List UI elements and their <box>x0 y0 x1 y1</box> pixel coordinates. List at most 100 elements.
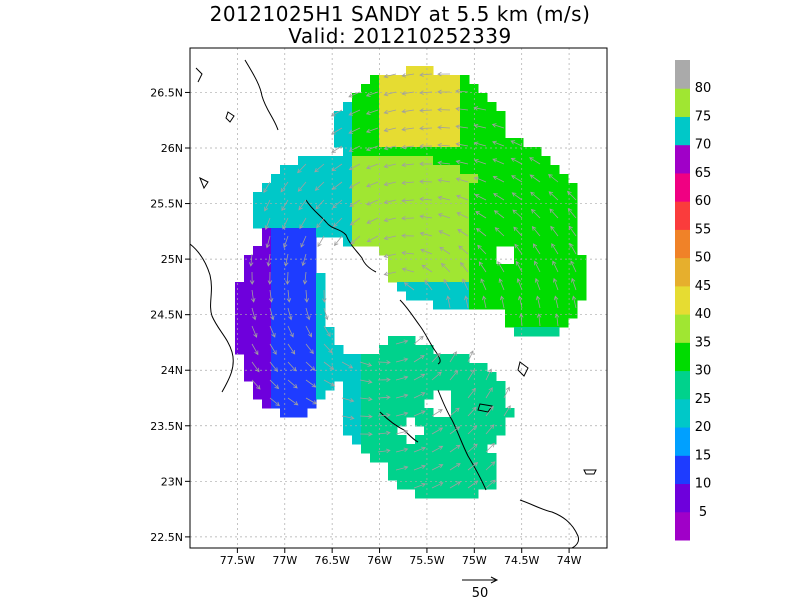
wind-cell <box>298 381 308 391</box>
wind-cell <box>496 273 506 283</box>
wind-cell <box>397 192 407 202</box>
wind-cell <box>352 138 362 148</box>
wind-cell <box>271 372 281 382</box>
wind-cell <box>406 363 416 373</box>
wind-cell <box>424 372 434 382</box>
wind-cell <box>568 300 578 310</box>
wind-cell <box>424 282 434 292</box>
wind-cell <box>298 300 308 310</box>
wind-cell <box>361 192 371 202</box>
lat-tick-label: 24N <box>161 364 183 377</box>
wind-cell <box>307 165 317 175</box>
wind-cell <box>424 363 434 373</box>
wind-cell <box>397 345 407 355</box>
wind-cell <box>469 228 479 238</box>
wind-vector <box>287 361 297 372</box>
wind-cell <box>451 444 461 454</box>
wind-vector <box>492 140 505 147</box>
wind-cell <box>253 210 263 220</box>
wind-cell <box>460 273 470 283</box>
wind-cell <box>451 93 461 103</box>
wind-cell <box>451 435 461 445</box>
wind-cell <box>406 471 416 481</box>
wind-cell <box>253 381 263 391</box>
wind-cell <box>361 426 371 436</box>
wind-cell <box>406 156 416 166</box>
wind-cell <box>280 183 290 193</box>
wind-cell <box>478 237 488 247</box>
wind-vector <box>467 406 477 417</box>
wind-cell <box>253 291 263 301</box>
wind-cell <box>577 255 587 265</box>
wind-vector <box>377 412 391 418</box>
wind-vector <box>485 461 496 471</box>
wind-cell <box>550 219 560 229</box>
wind-cell <box>559 264 569 274</box>
wind-cell <box>478 462 488 472</box>
wind-cell <box>352 354 362 364</box>
wind-cell <box>424 489 434 499</box>
wind-cell <box>532 318 542 328</box>
wind-cell <box>370 390 380 400</box>
wind-cell <box>334 174 344 184</box>
wind-cell <box>478 264 488 274</box>
wind-cell <box>478 120 488 130</box>
wind-cell <box>424 138 434 148</box>
wind-vector <box>269 325 276 338</box>
wind-vector <box>532 243 541 255</box>
wind-cell <box>334 219 344 229</box>
wind-cell <box>388 201 398 211</box>
wind-vector <box>475 211 487 219</box>
wind-cell <box>316 210 326 220</box>
wind-cell <box>559 174 569 184</box>
wind-cell <box>460 282 470 292</box>
wind-vector <box>401 73 415 78</box>
wind-cell <box>343 156 353 166</box>
wind-cell <box>289 354 299 364</box>
wind-cell <box>316 345 326 355</box>
wind-vector <box>377 430 391 436</box>
colorbar-swatch <box>675 511 690 541</box>
wind-vector <box>401 250 415 256</box>
wind-cell <box>235 309 245 319</box>
wind-cell <box>442 435 452 445</box>
wind-cell <box>487 147 497 157</box>
wind-vector <box>251 379 261 390</box>
coast-islet-1 <box>195 67 203 83</box>
wind-cell <box>298 273 308 283</box>
wind-vector <box>449 444 461 453</box>
wind-cell <box>478 210 488 220</box>
wind-cell <box>460 300 470 310</box>
wind-vector <box>395 357 409 363</box>
wind-cell <box>334 183 344 193</box>
wind-cell <box>370 156 380 166</box>
wind-vector <box>474 176 487 183</box>
wind-cell <box>541 291 551 301</box>
wind-vector <box>499 295 505 309</box>
wind-cell <box>271 309 281 319</box>
wind-cell <box>361 354 371 364</box>
wind-cell <box>316 327 326 337</box>
wind-cell <box>541 255 551 265</box>
wind-cell <box>442 291 452 301</box>
wind-cell <box>334 354 344 364</box>
wind-cell <box>442 102 452 112</box>
wind-cell <box>352 408 362 418</box>
wind-cell <box>334 372 344 382</box>
wind-vector <box>395 465 409 471</box>
wind-cell <box>532 327 542 337</box>
wind-cell <box>397 138 407 148</box>
wind-vector <box>287 379 298 389</box>
wind-cell <box>523 228 533 238</box>
wind-vector <box>263 181 271 194</box>
wind-cell <box>370 372 380 382</box>
wind-cell <box>478 102 488 112</box>
wind-cell <box>496 390 506 400</box>
wind-vector <box>323 325 331 338</box>
wind-cell <box>460 75 470 85</box>
colorbar-label: 70 <box>695 138 712 153</box>
wind-vector <box>462 278 469 291</box>
wind-cell <box>343 102 353 112</box>
wind-cell <box>343 228 353 238</box>
wind-vector <box>493 193 505 201</box>
